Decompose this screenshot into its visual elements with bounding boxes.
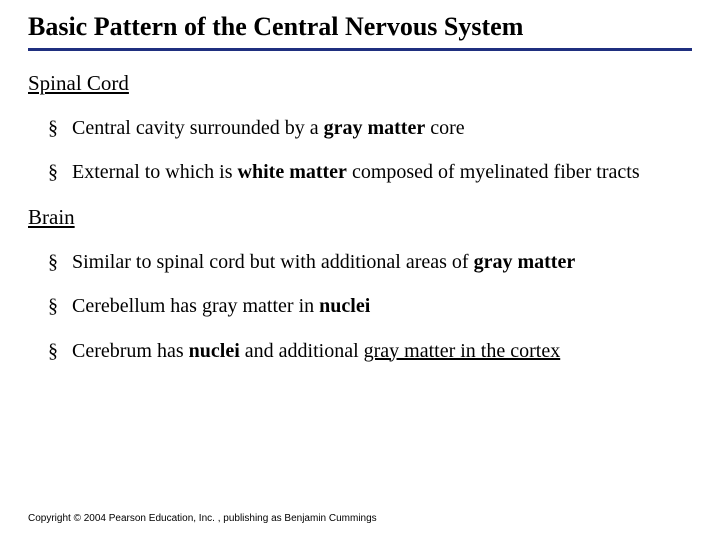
bullet-text: Central cavity surrounded by a	[72, 117, 324, 139]
list-item: Central cavity surrounded by a gray matt…	[72, 116, 692, 140]
bullet-text: Cerebellum has gray matter in	[72, 295, 319, 317]
section-heading-spinal-cord: Spinal Cord	[0, 71, 720, 96]
section-heading-brain: Brain	[0, 205, 720, 230]
bullet-text: core	[425, 117, 464, 139]
slide-title: Basic Pattern of the Central Nervous Sys…	[0, 0, 720, 46]
list-item: External to which is white matter compos…	[72, 160, 692, 184]
bullet-text: composed of myelinated fiber tracts	[347, 161, 640, 183]
bullet-text: Cerebrum has	[72, 340, 189, 362]
list-item: Cerebellum has gray matter in nuclei	[72, 294, 692, 318]
list-item: Similar to spinal cord but with addition…	[72, 250, 692, 274]
list-item: Cerebrum has nuclei and additional gray …	[72, 339, 692, 363]
bullet-list-brain: Similar to spinal cord but with addition…	[0, 250, 720, 363]
bold-text: nuclei	[319, 295, 370, 317]
copyright-footer: Copyright © 2004 Pearson Education, Inc.…	[28, 513, 377, 524]
bold-text: gray matter	[474, 251, 576, 273]
bullet-text: and additional	[240, 340, 364, 362]
bold-text: white matter	[238, 161, 347, 183]
bullet-text: External to which is	[72, 161, 238, 183]
bold-text: nuclei	[189, 340, 240, 362]
bold-text: gray matter	[324, 117, 426, 139]
bullet-text: Similar to spinal cord but with addition…	[72, 251, 474, 273]
underline-text: gray matter in the cortex	[364, 340, 561, 362]
bullet-list-spinal-cord: Central cavity surrounded by a gray matt…	[0, 116, 720, 185]
title-underline	[28, 48, 692, 51]
